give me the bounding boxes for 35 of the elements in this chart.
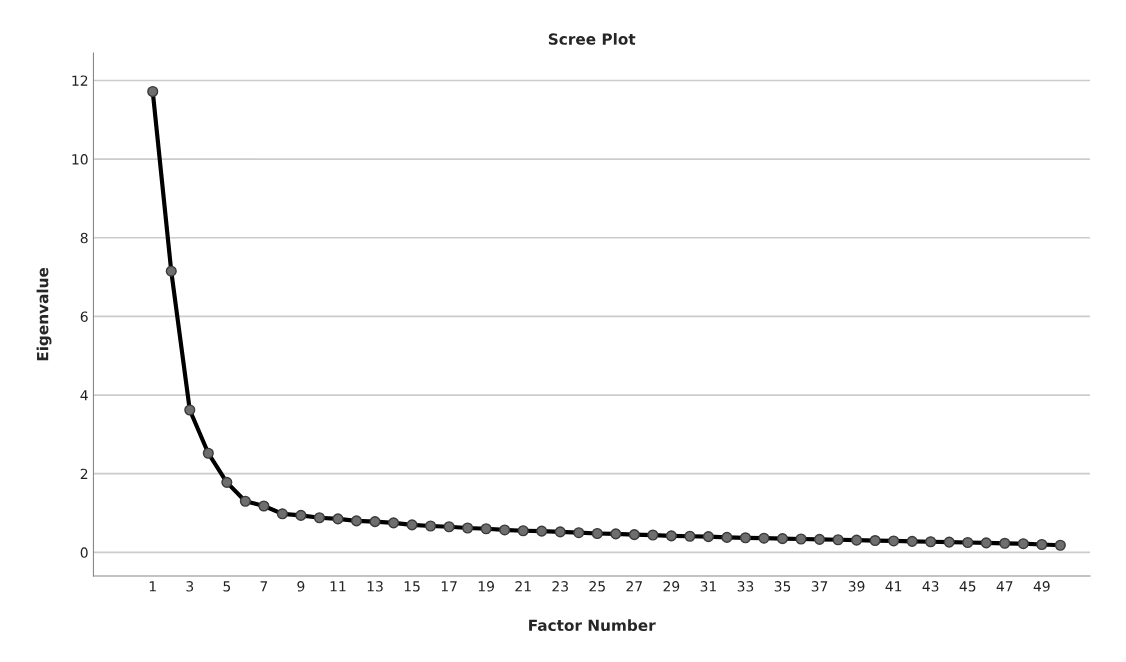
x-tick-label: 13	[367, 581, 383, 592]
chart-title: Scree Plot	[548, 33, 636, 45]
x-tick-label: 15	[404, 581, 420, 592]
y-tick-label: 0	[80, 547, 88, 558]
y-tick-label: 6	[80, 311, 88, 322]
x-tick-label: 11	[330, 581, 346, 592]
x-axis-title: Factor Number	[529, 619, 656, 632]
x-tick-label: 29	[663, 581, 680, 592]
y-tick-label: 4	[80, 390, 88, 401]
y-tick-label: 12	[72, 75, 88, 86]
y-tick-label: 2	[80, 468, 88, 479]
x-tick-label: 33	[737, 581, 754, 592]
x-tick-label: 39	[848, 581, 865, 592]
x-tick-label: 37	[811, 581, 828, 592]
x-tick-label: 23	[552, 581, 568, 592]
x-tick-label: 17	[441, 581, 457, 592]
y-tick-label: 8	[80, 232, 88, 244]
x-tick-label: 35	[774, 581, 791, 592]
x-tick-label: 43	[922, 581, 939, 592]
x-tick-label: 25	[589, 581, 605, 592]
x-tick-label: 7	[260, 581, 268, 592]
y-axis-title: Eigenvalue	[36, 267, 52, 361]
x-tick-label: 19	[478, 581, 494, 592]
x-tick-label: 9	[297, 581, 305, 592]
x-tick-label: 3	[186, 581, 194, 592]
x-tick-label: 21	[515, 581, 531, 592]
x-tick-label: 41	[885, 581, 902, 592]
x-tick-label: 27	[626, 581, 642, 592]
x-tick-label: 31	[700, 581, 716, 592]
x-tick-label: 49	[1033, 581, 1050, 592]
x-tick-label: 5	[223, 581, 231, 592]
x-tick-label: 45	[959, 581, 976, 592]
x-tick-label: 1	[149, 581, 156, 592]
x-tick-label: 47	[996, 581, 1013, 592]
y-tick-label: 10	[72, 154, 88, 165]
